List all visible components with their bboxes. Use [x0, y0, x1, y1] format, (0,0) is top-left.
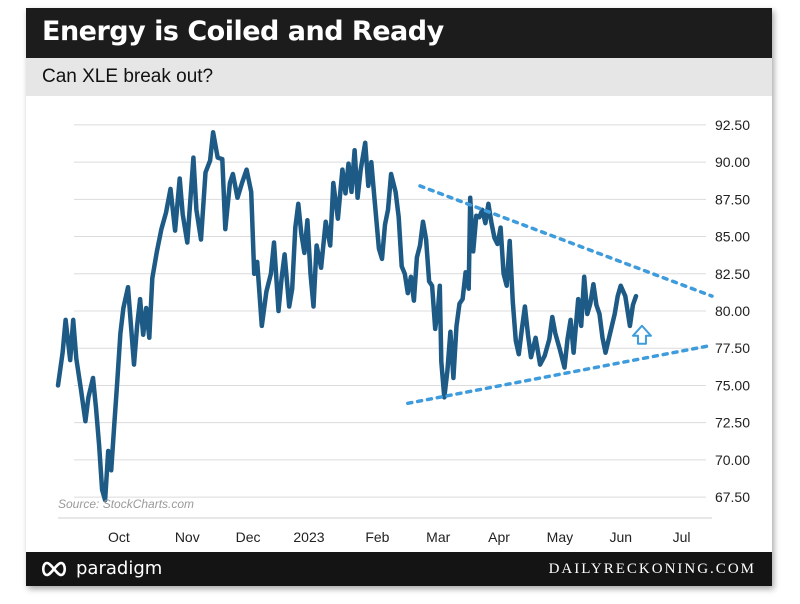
y-tick-label: 67.50	[715, 489, 750, 505]
y-tick-label: 80.00	[715, 303, 750, 319]
infinity-icon	[41, 561, 67, 576]
y-tick-label: 87.50	[715, 191, 750, 207]
y-tick-label: 82.50	[715, 266, 750, 282]
xle-line-chart: 67.50 70.00 72.50 75.00 77.50 80.00 82.50 85.00…	[55, 117, 750, 545]
x-tick-label: May	[547, 529, 573, 545]
subtitle-bar: Can XLE break out?	[26, 58, 772, 96]
y-tick-label: 90.00	[715, 154, 750, 170]
source-note: Source: StockCharts.com	[58, 497, 194, 511]
y-tick-label: 77.50	[715, 340, 750, 356]
x-tick-label: Jun	[609, 529, 632, 545]
breakout-arrow-icon	[631, 324, 652, 345]
x-tick-label: Oct	[108, 529, 130, 545]
x-tick-label: Mar	[426, 529, 450, 545]
x-tick-label: Feb	[365, 529, 389, 545]
y-axis-ticks: 67.50 70.00 72.50 75.00 77.50 80.00 82.50 85.00…	[715, 117, 750, 505]
x-tick-label: Apr	[488, 529, 510, 545]
x-tick-label: Dec	[236, 529, 261, 545]
x-tick-label: Jul	[673, 529, 691, 545]
y-tick-label: 70.00	[715, 452, 750, 468]
footer-bar: paradigm DAILYRECKONING.COM	[26, 552, 772, 586]
y-tick-label: 75.00	[715, 377, 750, 393]
title-bar: Energy is Coiled and Ready	[26, 8, 772, 58]
brand-name: paradigm	[76, 558, 163, 579]
series-line-xle	[55, 130, 639, 503]
x-axis-ticks: Oct Nov Dec 2023 Feb Mar Apr May Jun Jul	[108, 529, 691, 545]
brand-logo: paradigm	[40, 558, 162, 579]
trendlines	[406, 184, 714, 406]
y-tick-label: 85.00	[715, 229, 750, 245]
chart-title: Energy is Coiled and Ready	[42, 16, 444, 47]
x-tick-label: 2023	[293, 529, 324, 545]
up-arrow-icon	[631, 324, 652, 345]
chart-subtitle: Can XLE break out?	[42, 66, 214, 87]
y-tick-label: 72.50	[715, 415, 750, 431]
x-tick-label: Nov	[175, 529, 200, 545]
site-url: DAILYRECKONING.COM	[548, 561, 756, 577]
chart-card: Energy is Coiled and Ready Can XLE break…	[26, 8, 772, 586]
trendline	[406, 343, 714, 406]
y-tick-label: 92.50	[715, 117, 750, 133]
trendline	[418, 184, 714, 298]
